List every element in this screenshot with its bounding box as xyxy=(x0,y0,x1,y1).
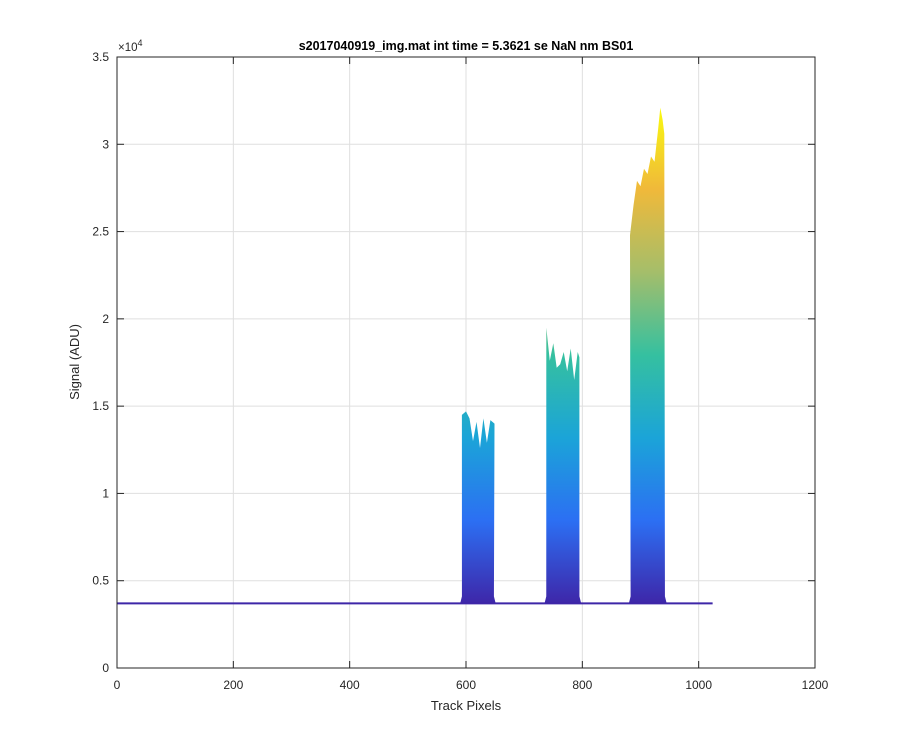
y-axis-label: Signal (ADU) xyxy=(67,324,82,400)
y-tick-label: 3 xyxy=(102,137,109,151)
x-tick-label: 400 xyxy=(340,678,360,692)
peak-area xyxy=(544,327,582,604)
chart-title: s2017040919_img.mat int time = 5.3621 se… xyxy=(299,39,634,53)
y-axis-exponent: ×104 xyxy=(118,38,143,54)
x-axis-label: Track Pixels xyxy=(431,698,502,713)
y-tick-label: 0.5 xyxy=(92,574,109,588)
y-tick-label: 1 xyxy=(102,486,109,500)
x-tick-label: 0 xyxy=(114,678,121,692)
x-tick-label: 800 xyxy=(572,678,592,692)
y-tick-label: 3.5 xyxy=(92,50,109,64)
y-tick-label: 0 xyxy=(102,661,109,675)
peak-area xyxy=(628,107,667,604)
grid xyxy=(117,57,815,668)
x-tick-label: 1000 xyxy=(685,678,712,692)
peak-area xyxy=(460,411,496,604)
x-tick-label: 600 xyxy=(456,678,476,692)
y-tick-label: 2 xyxy=(102,312,109,326)
y-tick-label: 1.5 xyxy=(92,399,109,413)
data-series xyxy=(117,107,713,605)
y-tick-label: 2.5 xyxy=(92,225,109,239)
x-tick-label: 1200 xyxy=(802,678,829,692)
x-tick-label: 200 xyxy=(223,678,243,692)
ticks: 0 200 400 600 800 1000 1200 0 0.5 1 1.5 2 2.5 3 3.5 xyxy=(92,50,828,692)
